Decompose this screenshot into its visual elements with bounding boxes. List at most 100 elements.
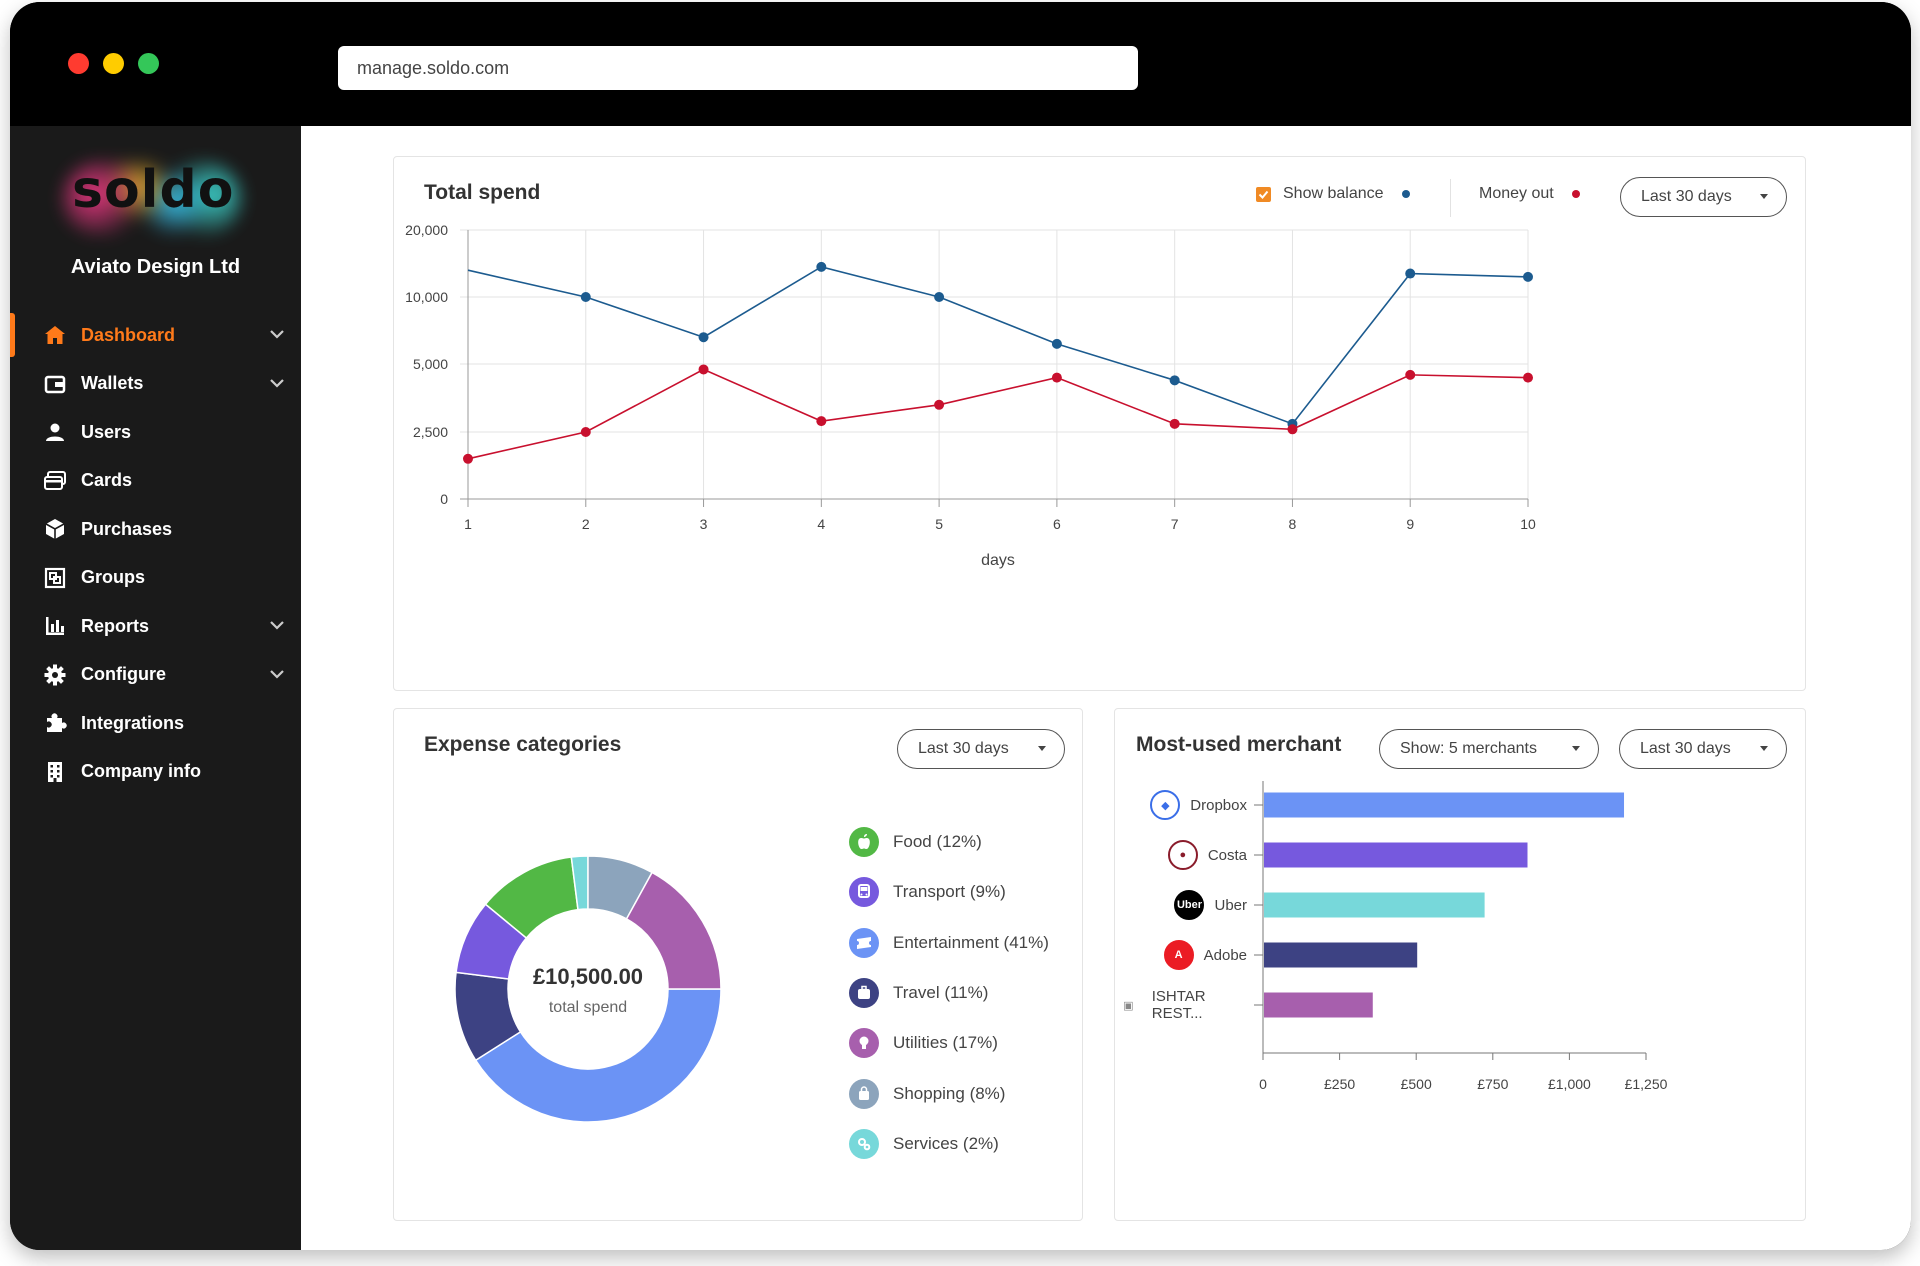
expense-legend-item[interactable]: Utilities (17%) [849, 1018, 1049, 1068]
chevron-down-icon[interactable] [268, 325, 286, 343]
bus-icon [849, 877, 879, 908]
data-point [1523, 271, 1533, 282]
y-tick-label: 10,000 [405, 289, 448, 305]
sidebar-item-label: Users [81, 421, 132, 442]
minimize-window-button[interactable] [103, 53, 124, 74]
sidebar-item-cards[interactable]: Cards [10, 457, 301, 506]
balance-legend-dot [1401, 190, 1410, 198]
merchant-name: Adobe [1203, 946, 1247, 964]
merchant-label: ◆ Dropbox [1150, 790, 1247, 820]
total-spend-title: Total spend [424, 181, 541, 204]
merchant-period-dropdown[interactable]: Last 30 days [1619, 729, 1787, 769]
building-icon [43, 760, 67, 784]
uber-icon: Uber [1174, 890, 1205, 920]
apple-icon [849, 827, 879, 858]
sidebar-item-reports[interactable]: Reports [10, 602, 301, 651]
purchases-icon [43, 517, 67, 541]
x-tick-label: £750 [1477, 1076, 1508, 1092]
chevron-down-icon[interactable] [268, 665, 286, 683]
sidebar-item-dashboard[interactable]: Dashboard [10, 311, 301, 360]
expense-legend-item[interactable]: Food (12%) [849, 817, 1049, 867]
sidebar-item-groups[interactable]: Groups [10, 554, 301, 603]
sidebar-item-label: Purchases [81, 518, 173, 539]
x-tick-label: 7 [1171, 516, 1179, 532]
total-spend-period-dropdown[interactable]: Last 30 days [1620, 177, 1787, 217]
chevron-down-icon[interactable] [268, 616, 286, 634]
url-bar[interactable]: manage.soldo.com [338, 46, 1138, 90]
expense-legend-label: Utilities (17%) [893, 1033, 998, 1053]
money-out-legend[interactable]: Money out [1479, 185, 1580, 203]
data-point [1405, 268, 1416, 279]
data-point [698, 332, 709, 343]
merchant-count-dropdown[interactable]: Show: 5 merchants [1379, 729, 1599, 769]
x-tick-label: £1,000 [1548, 1076, 1591, 1092]
expense-legend-label: Transport (9%) [893, 882, 1006, 902]
maximize-window-button[interactable] [138, 53, 159, 74]
bar[interactable] [1264, 992, 1373, 1018]
x-tick-label: 3 [700, 516, 708, 532]
sidebar-item-wallets[interactable]: Wallets [10, 360, 301, 409]
donut-slice[interactable] [625, 871, 722, 990]
x-tick-label: 9 [1406, 516, 1414, 532]
data-point [816, 261, 827, 272]
expense-categories-card: Expense categories Last 30 days £10,500.… [393, 708, 1083, 1221]
expense-legend-item[interactable]: Travel (11%) [849, 968, 1049, 1018]
x-tick-label: 10 [1520, 516, 1536, 532]
sidebar-item-integrations[interactable]: Integrations [10, 699, 301, 748]
checkbox-checked-icon[interactable] [1256, 186, 1271, 202]
sidebar-item-users[interactable]: Users [10, 408, 301, 457]
gear-icon [43, 663, 67, 687]
chevron-down-icon[interactable] [268, 374, 286, 392]
bar[interactable] [1264, 942, 1418, 968]
close-window-button[interactable] [68, 53, 89, 74]
caret-down-icon [1572, 746, 1580, 751]
sidebar-item-label: Company info [81, 761, 201, 782]
show-balance-label: Show balance [1283, 185, 1384, 202]
total-spend-line-chart: 0 2,500 5,000 10,000 20,000 1 2 3 4 5 6 7 8 9 10 days [405, 222, 1536, 569]
bar[interactable] [1264, 792, 1625, 818]
data-point [580, 427, 591, 437]
y-tick-label: 20,000 [405, 222, 448, 238]
x-tick-label: 2 [582, 516, 590, 532]
merchant-name: Dropbox [1190, 796, 1247, 814]
data-point [580, 292, 591, 302]
merchant-label: A Adobe [1163, 940, 1247, 970]
expense-legend-item[interactable]: Transport (9%) [849, 867, 1049, 917]
money-out-label: Money out [1479, 185, 1554, 202]
data-point [1523, 372, 1533, 383]
donut-slice[interactable] [474, 988, 722, 1123]
expense-legend-item[interactable]: Entertainment (41%) [849, 918, 1049, 968]
show-balance-toggle[interactable]: Show balance [1256, 185, 1410, 203]
merchant-title: Most-used merchant [1136, 733, 1342, 756]
sidebar-item-label: Cards [81, 470, 133, 491]
x-tick-label: 1 [464, 516, 472, 532]
data-point [816, 416, 827, 427]
sidebar-item-label: Reports [81, 615, 150, 636]
groups-icon [43, 566, 67, 590]
x-tick-label: 6 [1053, 516, 1061, 532]
caret-down-icon [1760, 746, 1768, 751]
expense-legend-label: Food (12%) [893, 832, 982, 852]
expense-donut-chart [454, 855, 722, 1123]
cogs-icon [849, 1128, 879, 1159]
expense-legend-item[interactable]: Services (2%) [849, 1119, 1049, 1169]
bar[interactable] [1264, 842, 1528, 868]
sidebar-item-purchases[interactable]: Purchases [10, 505, 301, 554]
data-point [934, 292, 945, 302]
sidebar-item-company-info[interactable]: Company info [10, 748, 301, 797]
data-point [1169, 418, 1180, 429]
browser-titlebar: manage.soldo.com [10, 2, 1911, 126]
expense-period-dropdown[interactable]: Last 30 days [897, 729, 1065, 769]
merchant-name: Costa [1207, 846, 1247, 864]
expense-legend-item[interactable]: Shopping (8%) [849, 1068, 1049, 1118]
dropbox-icon: ◆ [1150, 790, 1181, 820]
x-tick-label: 5 [935, 516, 943, 532]
caret-down-icon [1038, 746, 1046, 751]
expense-categories-title: Expense categories [424, 733, 622, 756]
expense-legend-label: Travel (11%) [893, 983, 989, 1003]
bar-chart-icon [43, 614, 67, 638]
costa-icon: ● [1167, 840, 1198, 870]
bar[interactable] [1264, 892, 1485, 918]
sidebar-item-configure[interactable]: Configure [10, 651, 301, 700]
soldo-logo[interactable]: soldo [52, 156, 252, 236]
